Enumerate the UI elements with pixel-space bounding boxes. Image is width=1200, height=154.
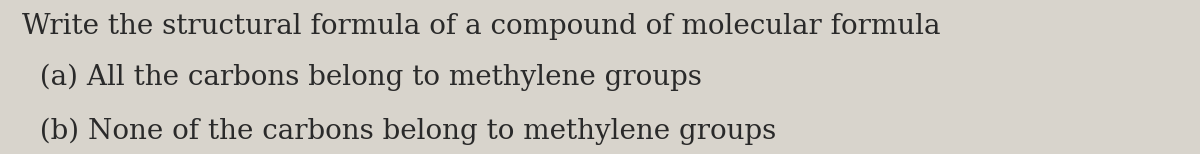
Text: (b) None of the carbons belong to methylene groups: (b) None of the carbons belong to methyl… (22, 117, 776, 145)
Text: (a) All the carbons belong to methylene groups: (a) All the carbons belong to methylene … (22, 63, 702, 91)
Text: Write the structural formula of a compound of molecular formula: Write the structural formula of a compou… (22, 13, 949, 40)
